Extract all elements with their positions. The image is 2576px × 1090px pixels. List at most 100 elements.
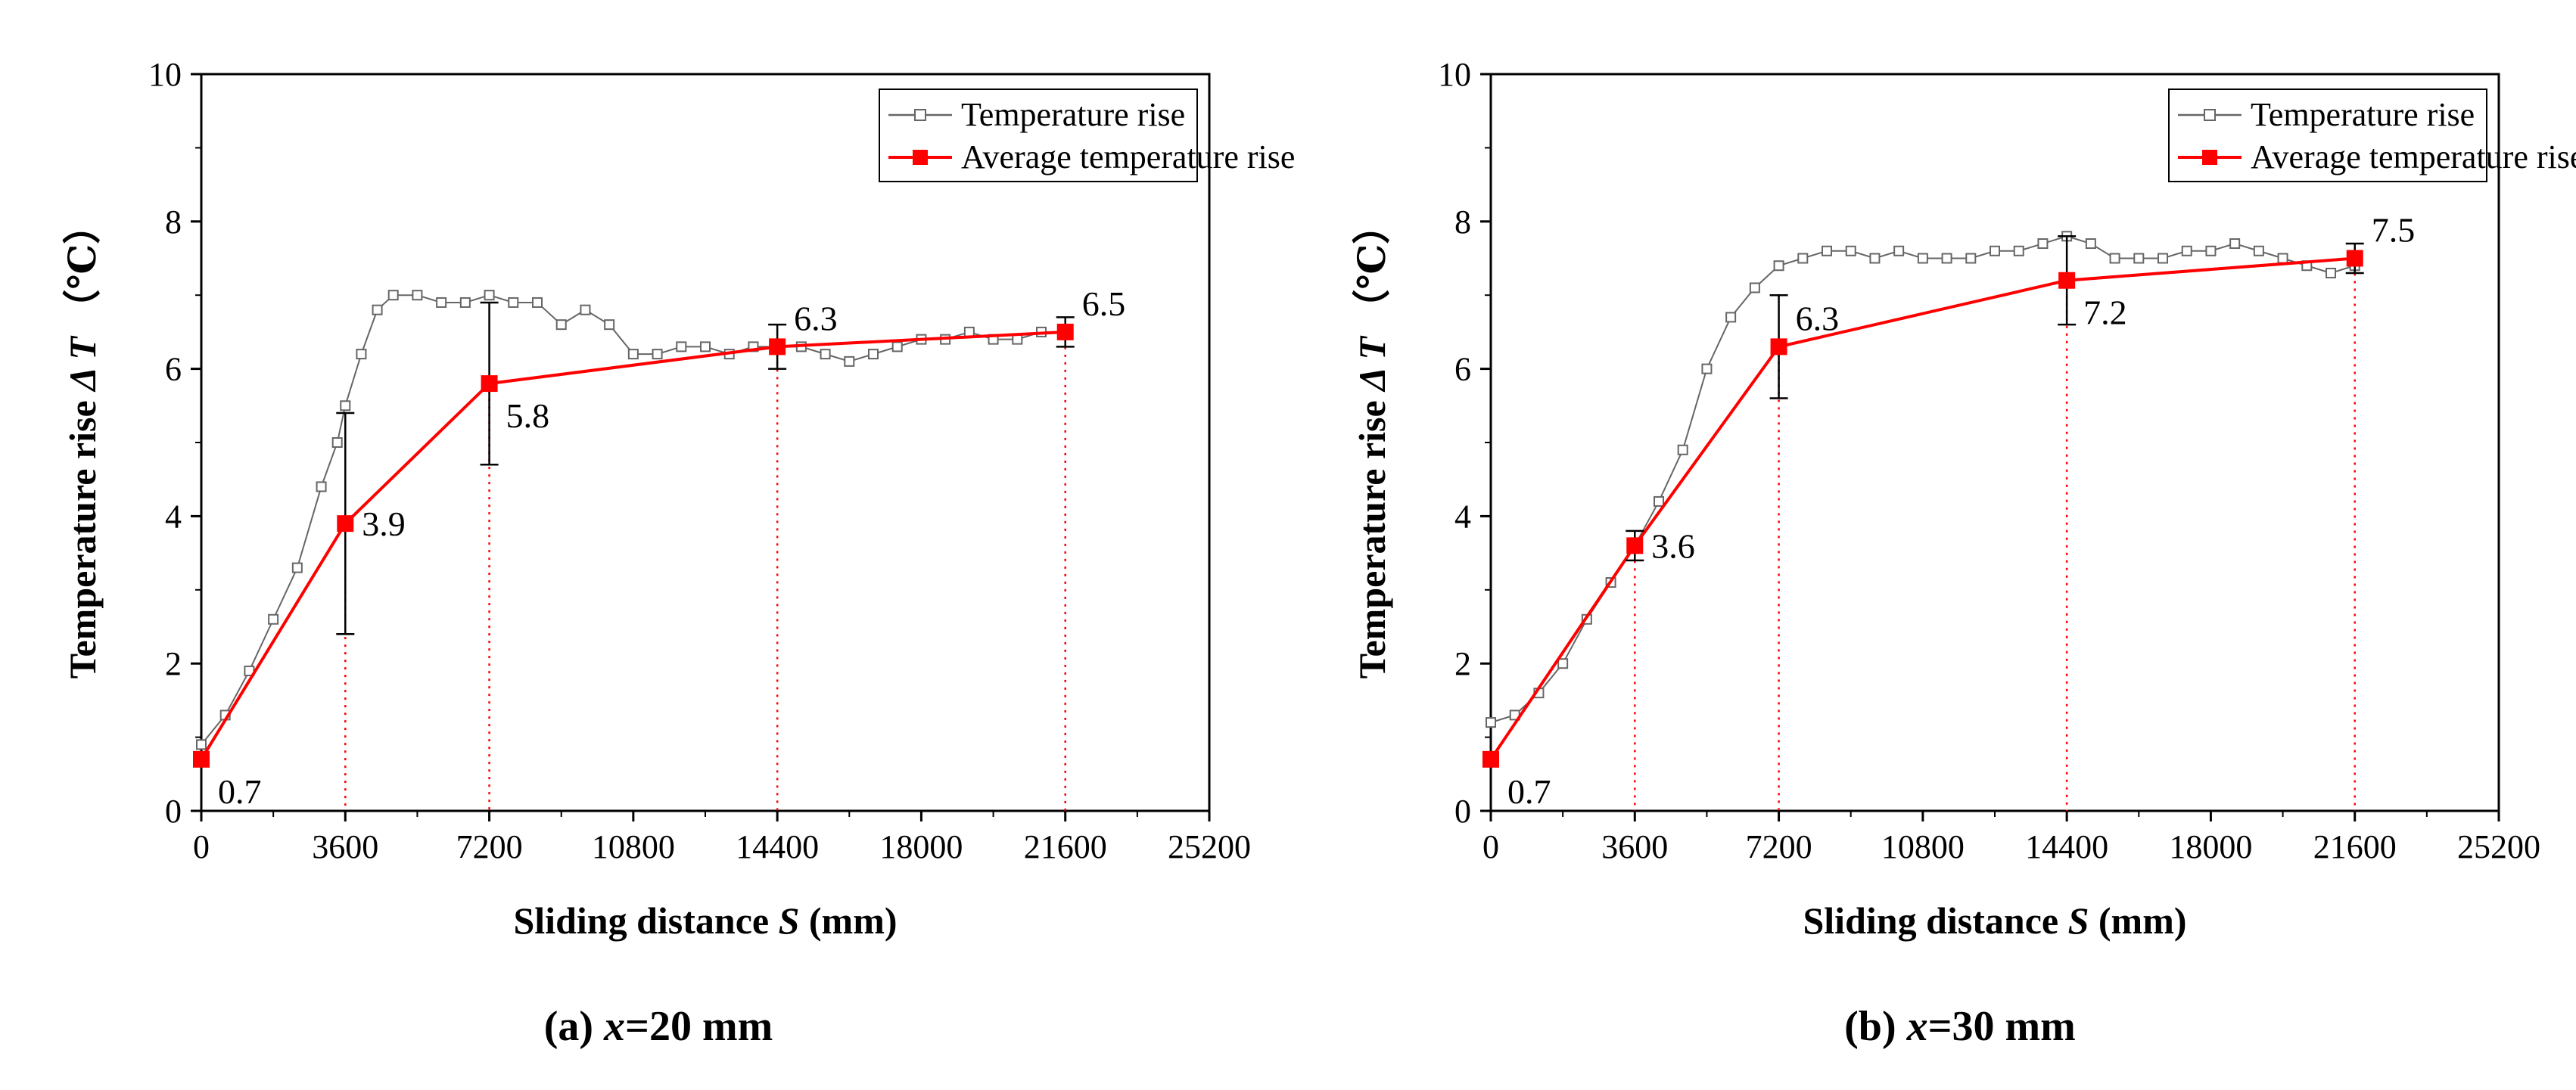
temperature-rise-point <box>700 341 711 352</box>
panel-caption-part: =20 mm <box>625 1003 773 1050</box>
temperature-rise-point <box>2013 245 2024 256</box>
y-tick-label: 2 <box>1454 645 1471 682</box>
x-axis-label-part: Sliding distance <box>1803 899 2067 942</box>
temperature-rise-point <box>1965 253 1977 264</box>
y-axis-label-part: （℃） <box>1351 207 1393 337</box>
data-label: 3.6 <box>1651 526 1695 565</box>
temperature-rise-point <box>2205 245 2217 256</box>
temperature-rise-point <box>580 304 591 315</box>
temperature-rise-point <box>1917 253 1928 264</box>
y-axis-label-part: Δ T <box>1351 335 1393 393</box>
temperature-rise-point <box>555 319 567 331</box>
temperature-rise-point <box>316 481 327 492</box>
y-tick-label: 10 <box>1438 56 1471 93</box>
temperature-rise-point <box>372 304 383 315</box>
legend-marker-average <box>913 150 928 165</box>
data-label: 6.5 <box>1082 284 1126 323</box>
data-label: 0.7 <box>218 772 262 811</box>
temperature-rise-point <box>484 290 495 301</box>
y-tick-label: 8 <box>1454 203 1471 241</box>
x-axis-label-part: S <box>2068 899 2089 942</box>
y-axis-label-part: Δ T <box>61 335 104 393</box>
temperature-rise-point <box>291 562 303 573</box>
y-tick-label: 8 <box>165 203 182 241</box>
x-tick-label: 21600 <box>2313 828 2397 865</box>
temperature-rise-point <box>2085 238 2096 250</box>
average-temperature-point <box>769 338 786 356</box>
temperature-rise-point <box>387 290 399 301</box>
temperature-rise-point <box>1749 282 1760 293</box>
data-label: 6.3 <box>1796 299 1840 337</box>
average-temperature-line <box>1489 256 2355 760</box>
x-axis-label-part: (mm) <box>2089 899 2186 942</box>
legend-box <box>2168 89 2487 182</box>
legend: Temperature rise Average temperature rise <box>2168 89 2576 182</box>
average-temperature-point <box>193 750 210 768</box>
average-temperature-point <box>1482 750 1499 768</box>
x-axis-label-part: Sliding distance <box>513 899 778 942</box>
x-tick-label: 25200 <box>2457 828 2540 865</box>
temperature-rise-point <box>2133 253 2145 264</box>
temperature-rise-point <box>1701 363 1713 374</box>
temperature-rise-point <box>356 349 367 360</box>
temperature-rise-point <box>627 349 639 360</box>
temperature-rise-point <box>963 326 975 337</box>
temperature-rise-point <box>676 341 687 352</box>
temperature-rise-point <box>1012 334 1023 345</box>
y-tick-label: 4 <box>1454 498 1471 535</box>
temperature-rise-point <box>1797 253 1809 264</box>
temperature-rise-point <box>652 349 663 360</box>
y-axis-label-part: （℃） <box>61 207 104 337</box>
temperature-rise-point <box>1773 260 1784 272</box>
temperature-rise-point <box>1557 658 1569 669</box>
temperature-rise-point <box>868 349 879 360</box>
legend-marker-average <box>2202 150 2217 165</box>
temperature-rise-point <box>2277 253 2288 264</box>
temperature-rise-point <box>1845 245 1856 256</box>
legend-marker-temperature-rise <box>2204 109 2216 121</box>
x-tick-label: 10800 <box>592 828 675 865</box>
temperature-rise-point <box>2109 253 2120 264</box>
x-axis-label-part: S <box>779 899 800 942</box>
x-tick-label: 3600 <box>1601 828 1668 865</box>
legend-label: Average temperature rise <box>2251 138 2576 175</box>
x-tick-label: 0 <box>193 828 210 865</box>
temperature-rise-point <box>1990 245 2000 256</box>
data-label: 6.3 <box>794 299 838 337</box>
y-axis-label-part: Temperature rise <box>61 391 104 679</box>
temperature-rise-point <box>1869 253 1881 264</box>
average-temperature-point <box>1770 338 1787 356</box>
panel-caption-part: (b) <box>1844 1003 1906 1050</box>
x-tick-label: 14400 <box>736 828 819 865</box>
temperature-rise-line <box>201 294 1066 745</box>
plot-frame <box>1489 73 2500 812</box>
data-label: 0.7 <box>1507 772 1551 811</box>
temperature-rise-point <box>196 739 207 750</box>
temperature-rise-point <box>1677 444 1688 455</box>
x-axis-label-part: (mm) <box>799 899 897 942</box>
temperature-rise-point <box>1725 312 1737 323</box>
temperature-rise-point <box>436 297 447 308</box>
panel-caption-part: x <box>603 1003 625 1050</box>
temperature-rise-line <box>1490 235 2356 724</box>
panel-caption: (b) x=30 mm <box>1844 1003 2076 1050</box>
temperature-rise-point <box>331 437 343 448</box>
legend-label: Average temperature rise <box>961 138 1295 175</box>
y-tick-label: 10 <box>148 56 182 93</box>
x-tick-label: 7200 <box>456 828 523 865</box>
legend-label: Temperature rise <box>961 96 1185 133</box>
x-tick-label: 3600 <box>312 828 378 865</box>
average-temperature-line <box>200 330 1066 760</box>
average-temperature-point <box>337 515 354 533</box>
average-temperature-point <box>1056 323 1074 340</box>
plot-frame <box>200 73 1211 812</box>
x-tick-label: 0 <box>1482 828 1499 865</box>
y-tick-label: 6 <box>1454 351 1471 388</box>
x-axis-label: Sliding distance S (mm) <box>513 899 897 942</box>
temperature-rise-point <box>340 400 351 411</box>
y-tick-label: 0 <box>1454 793 1471 830</box>
legend: Temperature rise Average temperature rise <box>879 89 1295 182</box>
data-label: 5.8 <box>506 396 550 435</box>
data-label: 7.5 <box>2372 211 2416 250</box>
